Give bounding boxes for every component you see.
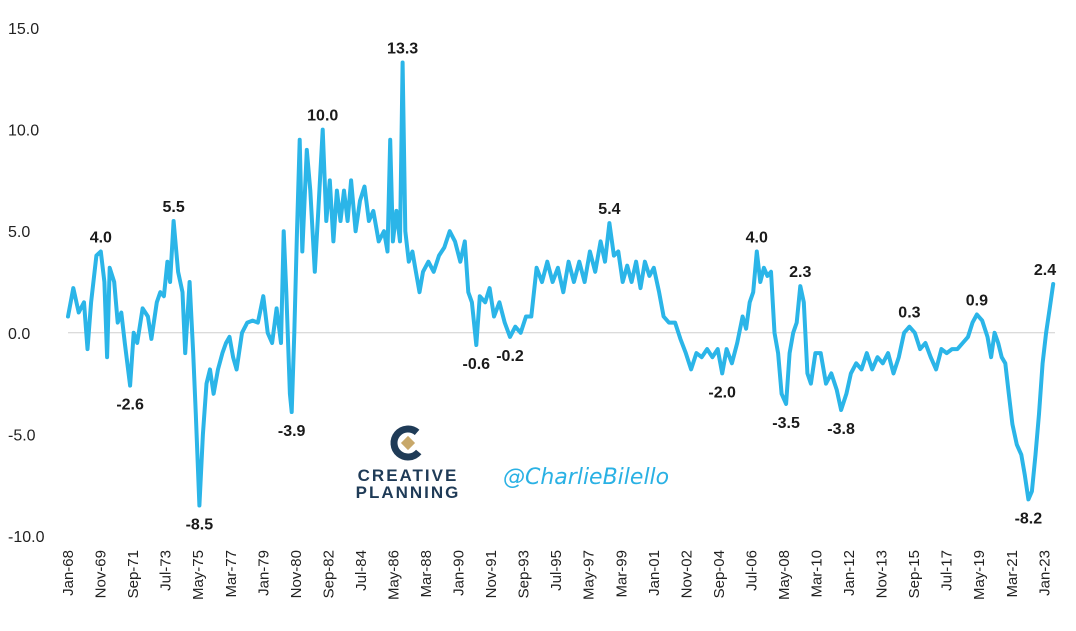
y-tick-label: -10.0 xyxy=(8,529,45,546)
x-tick-label: Nov-91 xyxy=(483,550,500,598)
data-label: 5.4 xyxy=(598,201,620,218)
y-tick-label: 10.0 xyxy=(8,123,39,140)
x-axis: Jan-68 Nov-69 Sep-71 Jul-73 May-75 Mar-77 Jan-… xyxy=(60,550,1053,600)
y-axis: 15.0 10.0 5.0 0.0 -5.0 -10.0 xyxy=(8,21,45,546)
x-tick-label: Jan-01 xyxy=(646,550,663,596)
data-label: -2.0 xyxy=(708,384,736,401)
y-tick-label: 15.0 xyxy=(8,21,39,38)
x-tick-label: Jul-73 xyxy=(158,550,175,591)
data-label: -2.6 xyxy=(116,397,144,414)
x-tick-label: Jul-84 xyxy=(353,550,370,591)
x-tick-label: Sep-15 xyxy=(906,550,923,598)
x-tick-label: Nov-80 xyxy=(288,550,305,598)
data-labels: 4.0 -2.6 5.5 -8.5 -3.9 10.0 13.3 -0.6 -0.2 5.4 -2.… xyxy=(90,41,1057,534)
creative-planning-watermark: CREATIVE PLANNING xyxy=(338,423,478,501)
x-tick-label: Jul-95 xyxy=(548,550,565,591)
data-label: 5.5 xyxy=(162,199,184,216)
creative-planning-logo-icon xyxy=(390,425,426,461)
x-tick-label: Mar-21 xyxy=(1004,550,1021,598)
x-tick-label: Mar-77 xyxy=(223,550,240,598)
x-tick-label: Jan-68 xyxy=(60,550,77,596)
x-tick-label: Jan-79 xyxy=(255,550,272,596)
x-tick-label: Mar-10 xyxy=(809,550,826,598)
data-label: -0.2 xyxy=(496,348,524,365)
x-tick-label: May-75 xyxy=(190,550,207,600)
data-label: -3.8 xyxy=(827,421,855,438)
x-tick-label: Mar-99 xyxy=(613,550,630,598)
data-label: -3.9 xyxy=(278,423,306,440)
x-tick-label: Sep-93 xyxy=(516,550,533,598)
x-tick-label: Sep-82 xyxy=(320,550,337,598)
x-tick-label: Mar-88 xyxy=(418,550,435,598)
data-label: 2.3 xyxy=(789,264,811,281)
x-tick-label: Sep-04 xyxy=(711,550,728,598)
data-label: 2.4 xyxy=(1034,262,1056,279)
data-label: 10.0 xyxy=(307,108,338,125)
data-label: 0.3 xyxy=(898,305,920,322)
data-label: 4.0 xyxy=(90,230,112,247)
x-tick-label: May-08 xyxy=(776,550,793,600)
data-label: -8.2 xyxy=(1015,510,1043,527)
x-tick-label: Jul-06 xyxy=(743,550,760,591)
data-label: -3.5 xyxy=(772,415,800,432)
x-tick-label: Sep-71 xyxy=(125,550,142,598)
x-tick-label: Nov-13 xyxy=(874,550,891,598)
x-tick-label: Jan-23 xyxy=(1036,550,1053,596)
data-label: 4.0 xyxy=(746,230,768,247)
series-line xyxy=(66,60,1056,508)
x-tick-label: May-19 xyxy=(971,550,988,600)
x-tick-label: Jan-12 xyxy=(841,550,858,596)
x-tick-label: Nov-02 xyxy=(678,550,695,598)
x-tick-label: Nov-69 xyxy=(92,550,109,598)
brand-name-line1: CREATIVE xyxy=(357,466,459,485)
x-tick-label: Jul-17 xyxy=(939,550,956,591)
x-tick-label: May-86 xyxy=(385,550,402,600)
twitter-handle: @CharlieBilello xyxy=(503,465,670,490)
brand-name-line2: PLANNING xyxy=(355,483,461,502)
data-label: -8.5 xyxy=(186,517,214,534)
y-tick-label: 5.0 xyxy=(8,224,30,241)
y-tick-label: 0.0 xyxy=(8,326,30,343)
x-tick-label: Jan-90 xyxy=(451,550,468,596)
data-label: 13.3 xyxy=(387,41,418,58)
y-tick-label: -5.0 xyxy=(8,427,36,444)
x-tick-label: May-97 xyxy=(581,550,598,600)
data-label: -0.6 xyxy=(463,356,491,373)
data-label: 0.9 xyxy=(966,293,988,310)
